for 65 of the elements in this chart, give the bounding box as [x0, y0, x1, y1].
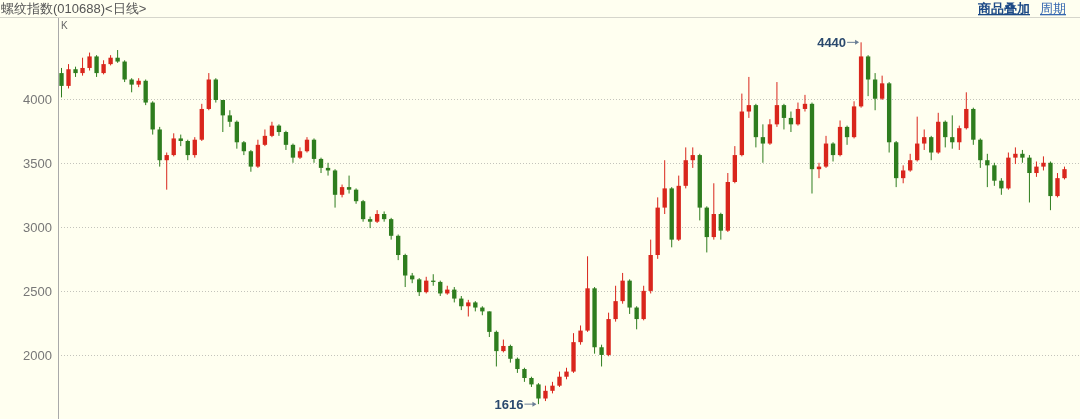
y-tick-label: 2000 — [23, 348, 52, 363]
candlestick — [367, 216, 373, 229]
candlestick — [185, 139, 190, 161]
candlestick — [985, 153, 990, 188]
candlestick — [992, 162, 997, 187]
candlestick — [943, 119, 948, 148]
candlestick — [283, 130, 289, 151]
candlestick — [879, 75, 885, 101]
candlestick — [599, 344, 604, 367]
candlestick — [311, 137, 317, 164]
candlestick — [718, 212, 723, 241]
y-tick-label: 2500 — [23, 284, 52, 299]
candlestick — [978, 137, 983, 169]
candlestick — [346, 175, 352, 195]
candlestick — [760, 123, 766, 164]
candlestick — [59, 67, 64, 98]
candlestick — [164, 152, 169, 191]
candlestick — [964, 91, 969, 130]
ylabel: K — [61, 20, 68, 31]
candlestick — [634, 305, 639, 330]
y-tick-label: 3000 — [23, 220, 52, 235]
candlestick — [865, 54, 871, 97]
candlestick — [248, 149, 254, 173]
candlestick — [613, 285, 618, 323]
candlestick — [234, 119, 240, 150]
candlestick — [957, 125, 962, 151]
candlestick — [711, 182, 716, 241]
candlestick — [781, 103, 787, 130]
candlestick — [388, 217, 394, 241]
y-tick-label: 3500 — [23, 156, 52, 171]
note: 4440 — [817, 34, 847, 50]
y-tick-label: 4000 — [23, 92, 52, 107]
candlestick — [220, 99, 225, 133]
candlestick — [662, 159, 667, 215]
control: 商品叠加 — [978, 1, 1030, 16]
candlestick — [746, 76, 752, 119]
candlestick — [290, 143, 296, 164]
candlestick — [690, 146, 695, 169]
candlestick — [94, 54, 99, 78]
candlestick — [396, 234, 401, 261]
candlestick — [767, 118, 773, 146]
candlestick — [403, 253, 408, 288]
title: 螺纹指数(010688)<日线> — [1, 1, 147, 16]
candlestick — [494, 330, 499, 367]
candlestick — [823, 135, 829, 169]
candlestick — [872, 72, 878, 111]
control: 周期 — [1040, 1, 1066, 16]
candlestick — [802, 94, 808, 113]
candlestick — [1055, 172, 1060, 198]
candlestick — [262, 128, 268, 147]
candlestick — [950, 114, 955, 150]
candlestick — [213, 77, 218, 104]
candlestick — [620, 272, 625, 305]
candlestick — [774, 81, 780, 128]
candlestick — [929, 135, 934, 161]
candlestick — [66, 63, 71, 89]
candlestick — [171, 132, 176, 157]
candlestick — [255, 139, 261, 169]
candlestick — [381, 210, 387, 223]
candlestick — [922, 128, 927, 151]
candlestick — [795, 102, 801, 127]
note: 1616 — [494, 396, 524, 412]
candlestick — [578, 324, 583, 346]
candlestick — [487, 310, 492, 338]
candlestick — [1027, 154, 1032, 203]
